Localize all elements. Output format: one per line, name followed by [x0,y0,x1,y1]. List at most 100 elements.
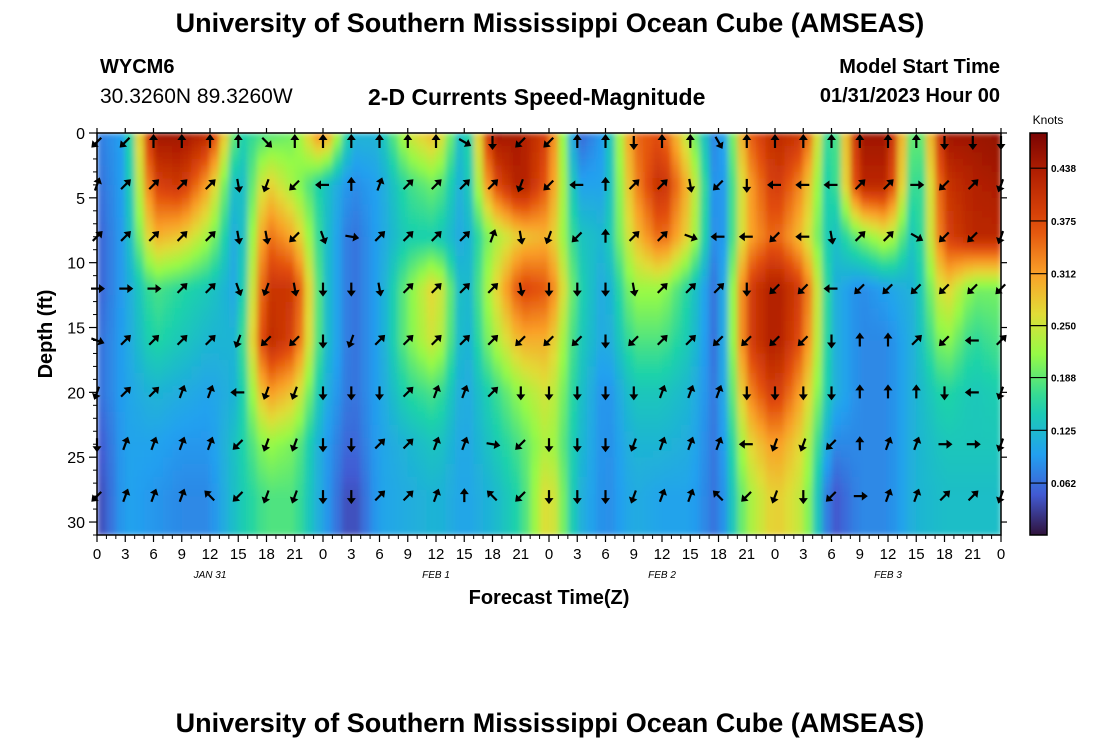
heatmap-cell [699,398,710,406]
heatmap-cell [633,366,644,374]
heatmap-cell [916,210,927,218]
heatmap-cell [652,424,663,432]
heatmap-cell [341,437,352,445]
heatmap-cell [483,243,494,251]
heatmap-cell [530,418,541,426]
heatmap-cell [690,158,701,166]
heatmap-cell [878,366,889,374]
heatmap-cell [662,431,672,439]
heatmap-cell [982,295,993,303]
heatmap-cell [596,392,607,400]
heatmap-cell [125,139,136,147]
heatmap-cell [577,353,588,361]
heatmap-cell [483,139,494,147]
heatmap-cell [652,437,663,445]
heatmap-cell [840,392,851,400]
heatmap-cell [360,197,371,205]
heatmap-cell [238,301,249,309]
heatmap-cell [680,223,691,231]
heatmap-cell [737,191,748,199]
heatmap-cell [991,314,1001,322]
heatmap-cell [549,444,559,452]
heatmap-cell [972,457,983,465]
heatmap-cell [897,282,908,290]
heatmap-cell [859,405,870,413]
heatmap-cell [473,366,484,374]
heatmap-cell [558,353,569,361]
heatmap-cell [247,139,258,147]
heatmap-cell [793,191,804,199]
heatmap-cell [162,366,173,374]
heatmap-cell [219,204,230,212]
heatmap-cell [577,204,588,212]
heatmap-cell [228,204,239,212]
heatmap-cell [454,347,465,355]
heatmap-cell [652,146,663,154]
heatmap-cell [643,411,654,419]
heatmap-cell [765,392,776,400]
heatmap-cell [925,340,936,348]
heatmap-cell [172,366,183,374]
heatmap-cell [473,347,484,355]
heatmap-cell [756,191,767,199]
heatmap-cell [567,210,578,218]
heatmap-cell [906,249,917,257]
heatmap-cell [228,301,239,309]
heatmap-cell [549,321,559,329]
heatmap-cell [614,372,625,380]
heatmap-cell [360,217,371,225]
heatmap-cell [935,165,946,173]
heatmap-cell [454,308,465,316]
heatmap-cell [624,301,635,309]
heatmap-cell [925,197,936,205]
heatmap-cell [746,457,757,465]
heatmap-cell [567,372,578,380]
heatmap-cell [727,269,738,277]
heatmap-cell [370,392,381,400]
heatmap-cell [200,418,211,426]
heatmap-cell [200,379,211,387]
heatmap-cell [972,191,983,199]
heatmap-cell [784,262,795,270]
heatmap-cell [671,424,682,432]
heatmap-cell [530,321,541,329]
heatmap-cell [859,243,870,251]
heatmap-cell [181,171,192,179]
heatmap-cell [765,243,776,251]
heatmap-cell [897,295,908,303]
heatmap-cell [323,314,333,322]
heatmap-cell [869,347,880,355]
heatmap-cell [812,411,823,419]
heatmap-cell [501,321,512,329]
heatmap-cell [464,165,475,173]
heatmap-cell [351,437,362,445]
heatmap-cell [906,269,917,277]
heatmap-cell [398,191,409,199]
heatmap-cell [916,424,927,432]
heatmap-cell [963,359,974,367]
heatmap-cell [567,230,578,238]
heatmap-cell [473,262,484,270]
heatmap-cell [878,424,889,432]
heatmap-cell [690,223,701,231]
heatmap-cell [577,223,588,231]
heatmap-cell [567,359,578,367]
heatmap-cell [360,353,371,361]
heatmap-cell [586,295,597,303]
heatmap-cell [803,288,814,296]
heatmap-cell [633,275,644,283]
heatmap-cell [511,249,522,257]
heatmap-cell [530,353,541,361]
heatmap-cell [756,444,767,452]
heatmap-cell [765,353,776,361]
heatmap-cell [285,223,296,231]
heatmap-cell [643,139,654,147]
heatmap-cell [925,392,936,400]
heatmap-cell [134,146,145,154]
heatmap-cell [680,133,691,141]
heatmap-cell [944,444,955,452]
heatmap-cell [718,139,729,147]
heatmap-cell [492,133,503,141]
heatmap-cell [144,158,155,166]
heatmap-cell [266,301,277,309]
